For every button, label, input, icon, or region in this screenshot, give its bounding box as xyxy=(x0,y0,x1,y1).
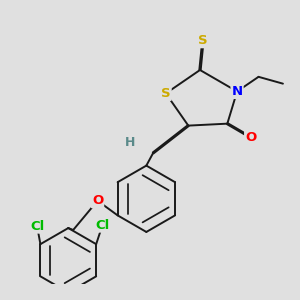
Text: Cl: Cl xyxy=(30,220,44,232)
Text: O: O xyxy=(245,131,256,144)
Text: S: S xyxy=(198,34,208,47)
Text: H: H xyxy=(124,136,135,149)
Text: O: O xyxy=(92,194,103,207)
Text: Cl: Cl xyxy=(95,219,110,232)
Text: S: S xyxy=(161,87,171,100)
Text: N: N xyxy=(232,85,243,98)
